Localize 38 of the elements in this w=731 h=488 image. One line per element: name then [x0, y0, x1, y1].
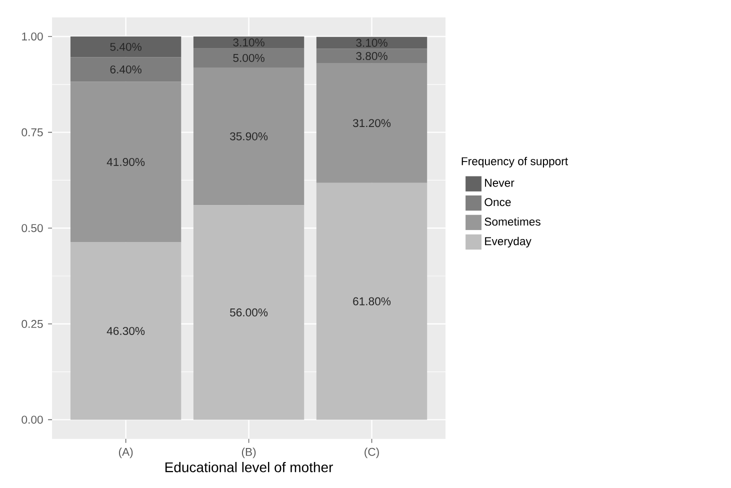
y-tick-label: 0.75 [22, 128, 43, 136]
bar [193, 204, 304, 420]
y-tick-label: 0.25 [22, 320, 43, 328]
legend-label: Never [485, 178, 514, 187]
legend-title: Frequency of support [462, 156, 568, 168]
bar [193, 36, 304, 48]
y-tick-label: 0.50 [22, 224, 43, 232]
data-label: 35.90% [230, 132, 268, 140]
data-label: 46.30% [106, 326, 145, 335]
data-label: 5.00% [233, 54, 264, 62]
bar [316, 48, 428, 64]
bar [70, 57, 182, 82]
bar [316, 63, 428, 183]
x-tick-label: (B) [242, 447, 256, 458]
data-label: 3.80% [356, 52, 388, 60]
bar [316, 36, 428, 49]
data-label: 56.00% [230, 308, 268, 316]
bar [70, 36, 182, 58]
legend-label: Everyday [485, 236, 532, 248]
y-tick-label: 0.00 [22, 416, 43, 424]
bar [193, 67, 304, 205]
x-tick-label: (C) [364, 447, 379, 458]
data-label: 61.80% [353, 297, 391, 306]
data-label: 6.40% [110, 65, 142, 74]
bar [193, 48, 304, 68]
data-label: 41.90% [106, 158, 145, 166]
x-axis-title: Educational level of mother [165, 462, 333, 472]
bar [70, 82, 182, 242]
data-label: 3.10% [233, 38, 264, 46]
data-label: 5.40% [110, 42, 142, 51]
data-label: 3.10% [356, 38, 388, 47]
data-label: 31.20% [352, 118, 391, 127]
y-tick-label: 1.00 [22, 32, 43, 40]
bar [316, 182, 428, 420]
bar [70, 242, 182, 420]
legend-label: Sometimes [484, 217, 540, 226]
legend-label: Once [484, 198, 511, 206]
x-tick-label: (A) [118, 447, 133, 458]
